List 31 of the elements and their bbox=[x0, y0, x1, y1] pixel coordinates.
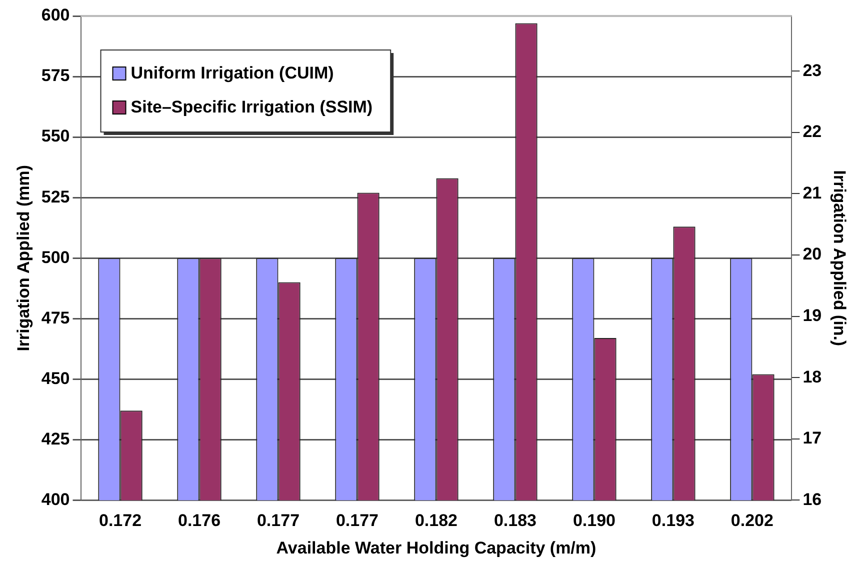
y2-tick-label: 16 bbox=[802, 490, 822, 509]
x-tick-label: 0.176 bbox=[178, 511, 221, 530]
y2-tick-label: 22 bbox=[802, 122, 822, 142]
y2-tick-label: 18 bbox=[802, 367, 822, 386]
x-axis-title: Available Water Holding Capacity (m/m) bbox=[276, 538, 596, 558]
y2-axis-title: Irrigation Applied (in.) bbox=[830, 170, 850, 346]
y-tick-label: 575 bbox=[41, 66, 70, 86]
y-tick-label: 600 bbox=[41, 6, 70, 25]
x-tick-label: 0.182 bbox=[414, 511, 458, 530]
x-tick-label: 0.190 bbox=[572, 511, 616, 530]
x-tick-label: 0.202 bbox=[730, 511, 774, 530]
x-tick-label: 0.177 bbox=[256, 511, 300, 530]
legend-label: Uniform Irrigation (CUIM) bbox=[130, 64, 334, 83]
y2-tick-label: 23 bbox=[802, 60, 822, 80]
y-tick-label: 400 bbox=[41, 490, 70, 509]
y-tick-label: 475 bbox=[41, 308, 70, 328]
y2-tick-label: 21 bbox=[802, 183, 822, 202]
y-tick-label: 450 bbox=[41, 368, 70, 388]
y2-tick-label: 20 bbox=[802, 244, 822, 264]
y-tick-label: 525 bbox=[41, 187, 70, 206]
y2-tick-label: 17 bbox=[802, 428, 822, 448]
x-tick-label: 0.193 bbox=[652, 511, 694, 530]
x-tick-label: 0.177 bbox=[336, 511, 379, 530]
y-tick-label: 425 bbox=[41, 429, 70, 448]
y-axis-title: Irrigation Applied (mm) bbox=[14, 164, 33, 352]
x-tick-label: 0.172 bbox=[98, 511, 142, 530]
x-tick-label: 0.183 bbox=[494, 511, 536, 530]
y-tick-label: 550 bbox=[41, 126, 70, 146]
legend-label: Site–Specific Irrigation (SSIM) bbox=[130, 98, 373, 117]
y2-tick-label: 19 bbox=[802, 306, 822, 326]
y-tick-label: 500 bbox=[41, 248, 70, 267]
